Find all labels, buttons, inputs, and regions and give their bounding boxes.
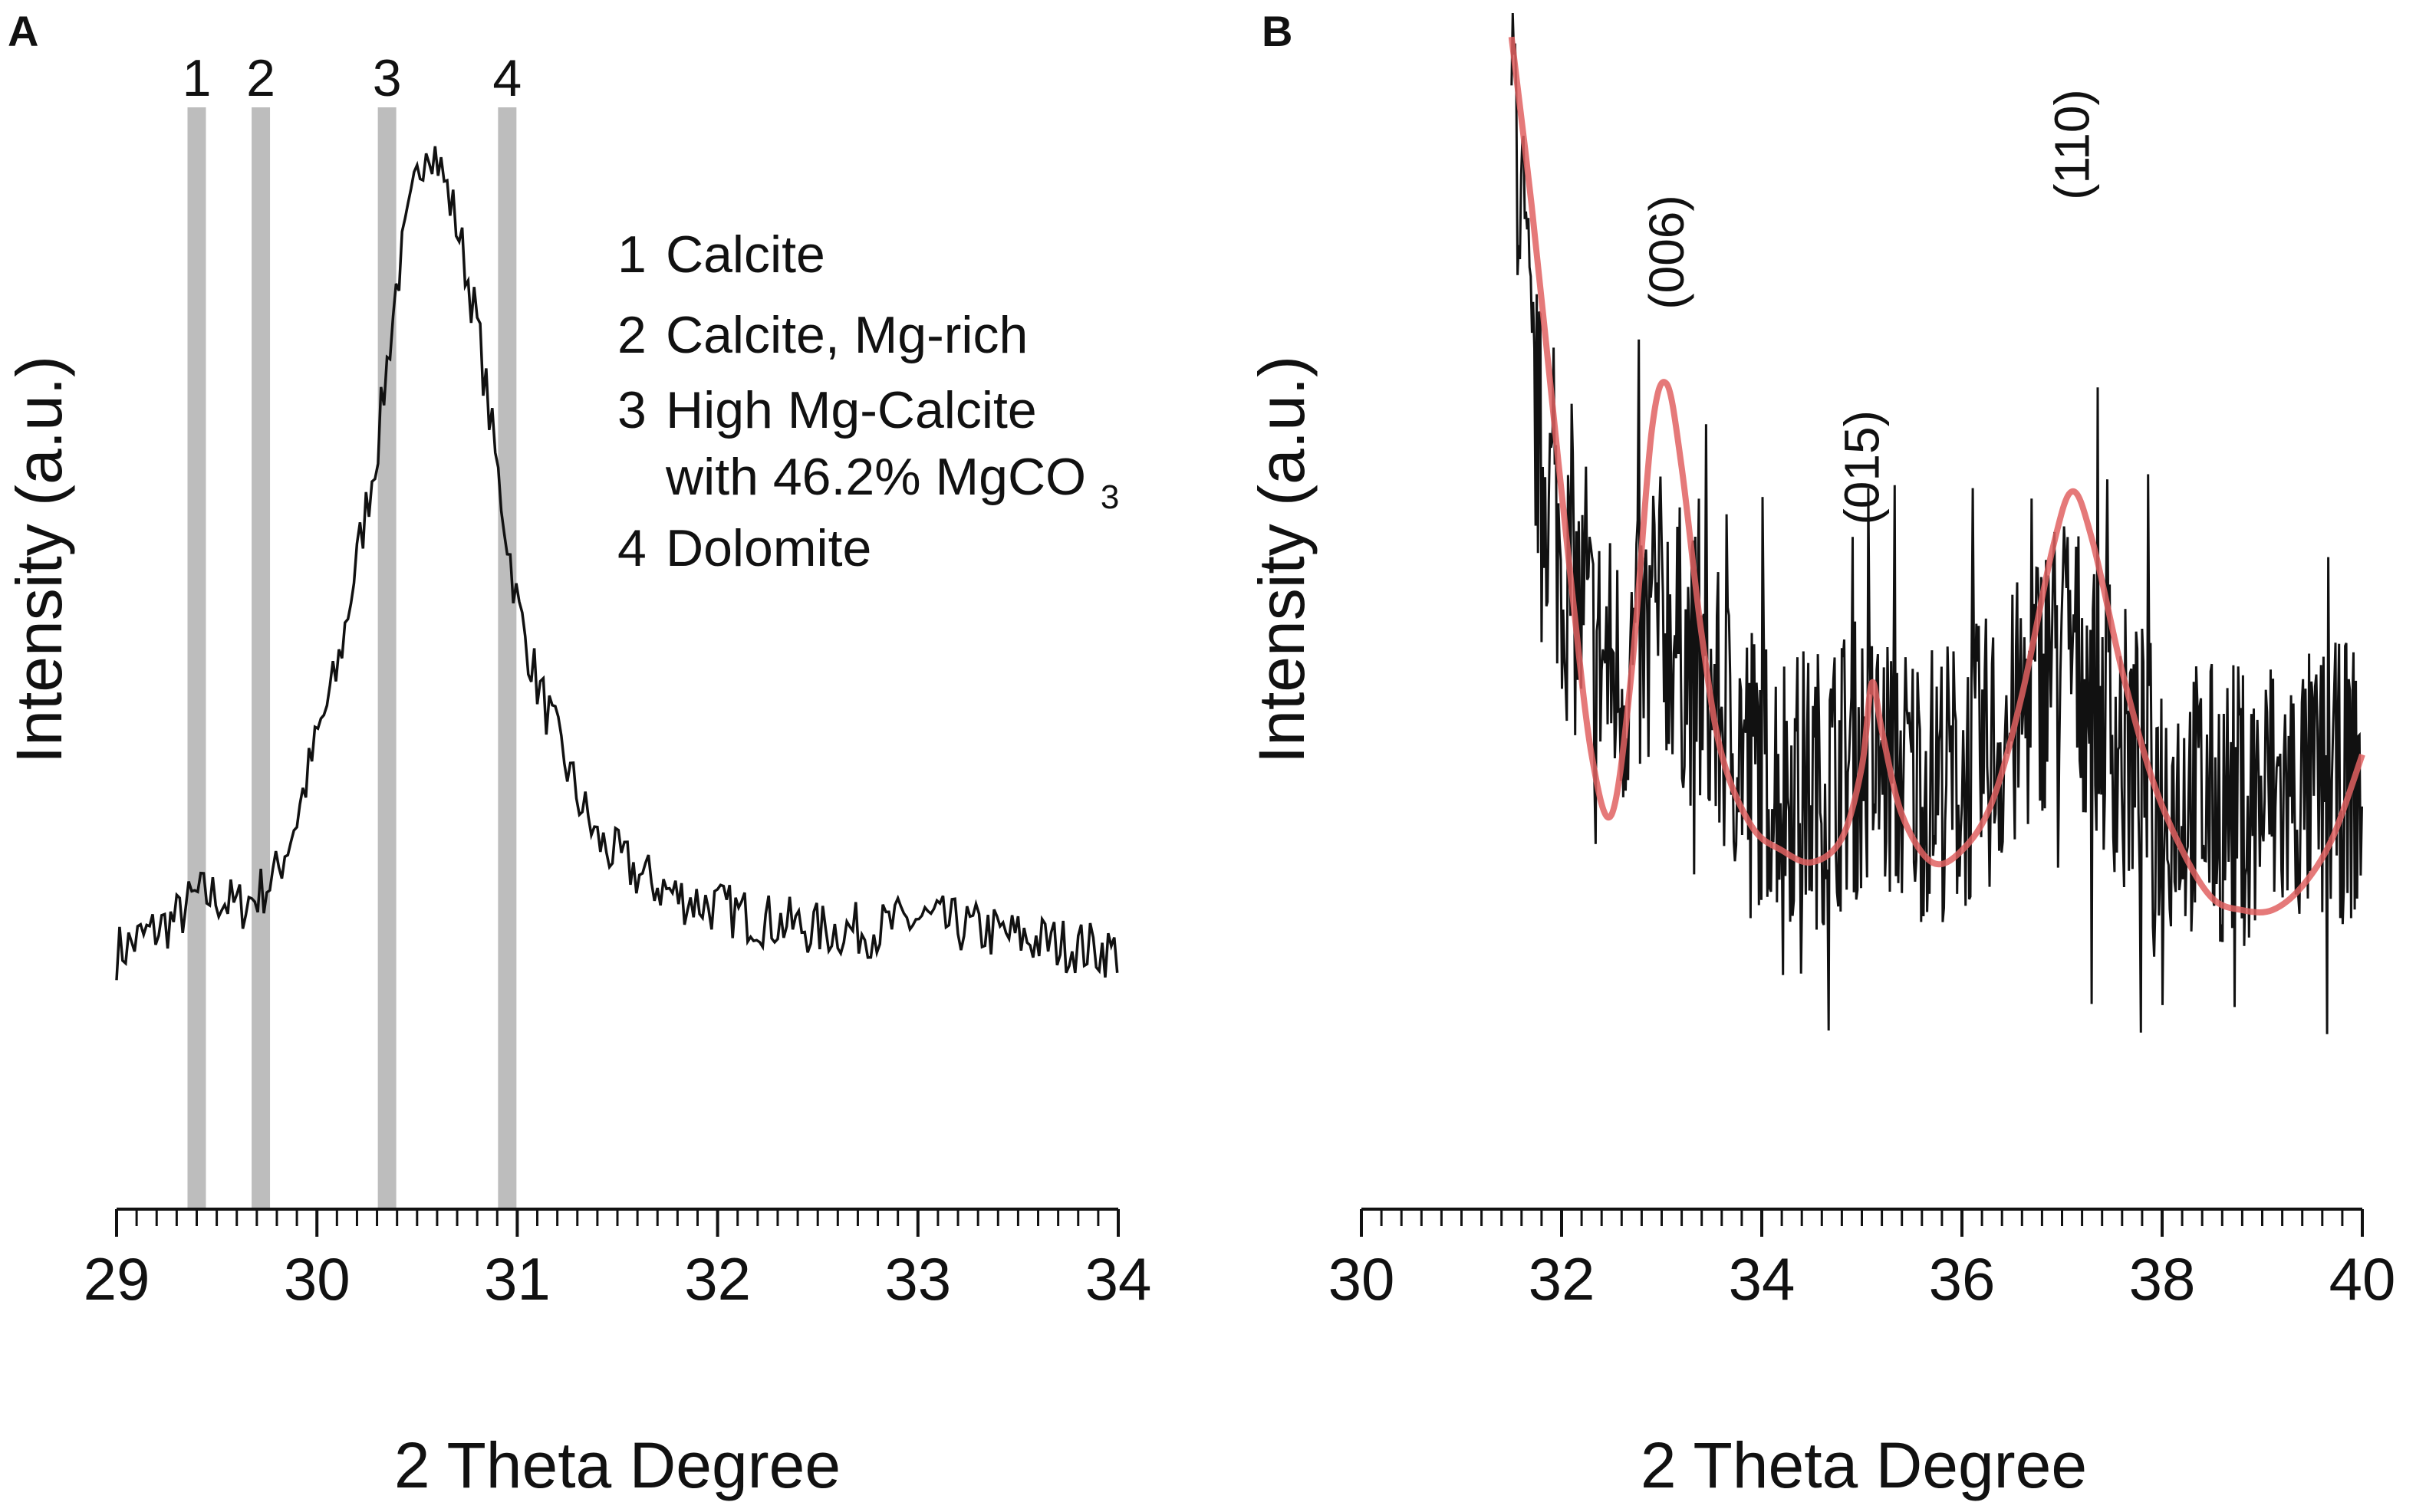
tick-label-38: 38 <box>2129 1245 2196 1313</box>
tick-label-33: 33 <box>884 1245 951 1313</box>
panel-b-letter: B <box>1262 7 1292 55</box>
tick-label-29: 29 <box>84 1245 150 1313</box>
legend-entry-3: 3 High Mg-Calcite <box>617 381 1037 439</box>
tick-label-36: 36 <box>1929 1245 1996 1313</box>
peak-annotations: (006) (015) (110) <box>1639 89 2100 524</box>
xrd-pattern-line <box>1510 12 2363 1034</box>
tick-label-34: 34 <box>1729 1245 1796 1313</box>
x-ticks: 30 32 34 36 38 40 <box>1328 1209 2396 1313</box>
y-axis-title: Intensity (a.u.) <box>3 356 75 764</box>
x-axis-title: 2 Theta Degree <box>1641 1429 2087 1501</box>
tick-label-30: 30 <box>284 1245 351 1313</box>
panel-b: B 30 32 34 36 38 40 (006) (015) (110) 2 Theta D… <box>1246 7 2395 1501</box>
tick-label-30: 30 <box>1328 1245 1395 1313</box>
legend-subscript: 3 <box>1101 478 1119 516</box>
peak-label: (006) <box>1639 195 1694 309</box>
xrd-pattern-line <box>115 146 1119 981</box>
tick-label-32: 32 <box>1529 1245 1595 1313</box>
reference-line-1 <box>187 107 206 1209</box>
legend-label: Dolomite <box>666 519 871 577</box>
peak-label: (110) <box>2045 89 2100 200</box>
reference-label-4: 4 <box>492 49 522 107</box>
legend-num: 1 <box>617 225 647 284</box>
legend-num: 2 <box>617 306 647 364</box>
reference-line-2 <box>252 107 271 1209</box>
tick-label-31: 31 <box>484 1245 551 1313</box>
tick-label-34: 34 <box>1085 1245 1152 1313</box>
legend-entry-4: 4 Dolomite <box>617 519 871 577</box>
legend-num: 3 <box>617 381 647 439</box>
legend-entry-3-line-2: with 46.2% MgCO 3 <box>665 448 1119 516</box>
legend: 1 Calcite 2 Calcite, Mg-rich 3 High Mg-C… <box>617 225 1119 577</box>
reference-label-2: 2 <box>246 49 275 107</box>
panel-a-letter: A <box>8 7 38 55</box>
legend-entry-1: 1 Calcite <box>617 225 825 284</box>
peak-label: (015) <box>1835 410 1890 524</box>
tick-label-32: 32 <box>684 1245 751 1313</box>
reference-line-4 <box>498 107 517 1209</box>
legend-label: High Mg-Calcite <box>666 381 1037 439</box>
legend-label-continuation: with 46.2% MgCO <box>665 448 1086 506</box>
legend-label: Calcite, Mg-rich <box>666 306 1028 364</box>
fit-curve <box>1508 36 2365 915</box>
legend-label: Calcite <box>666 225 825 284</box>
reference-line-3 <box>377 107 397 1209</box>
y-axis-title: Intensity (a.u.) <box>1246 356 1318 764</box>
reference-label-3: 3 <box>373 49 402 107</box>
reference-label-1: 1 <box>183 49 212 107</box>
x-ticks: 29 30 31 32 33 34 <box>84 1209 1152 1313</box>
legend-num: 4 <box>617 519 647 577</box>
legend-entry-2: 2 Calcite, Mg-rich <box>617 306 1028 364</box>
tick-label-40: 40 <box>2329 1245 2396 1313</box>
x-axis-title: 2 Theta Degree <box>394 1429 841 1501</box>
